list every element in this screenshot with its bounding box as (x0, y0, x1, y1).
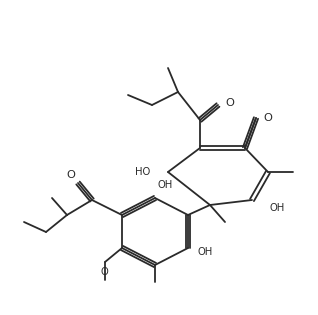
Text: O: O (100, 267, 108, 277)
Text: OH: OH (158, 180, 173, 190)
Text: OH: OH (270, 203, 285, 213)
Text: O: O (263, 113, 272, 123)
Text: O: O (225, 98, 234, 108)
Text: HO: HO (135, 167, 150, 177)
Text: O: O (66, 170, 75, 180)
Text: OH: OH (198, 247, 213, 257)
